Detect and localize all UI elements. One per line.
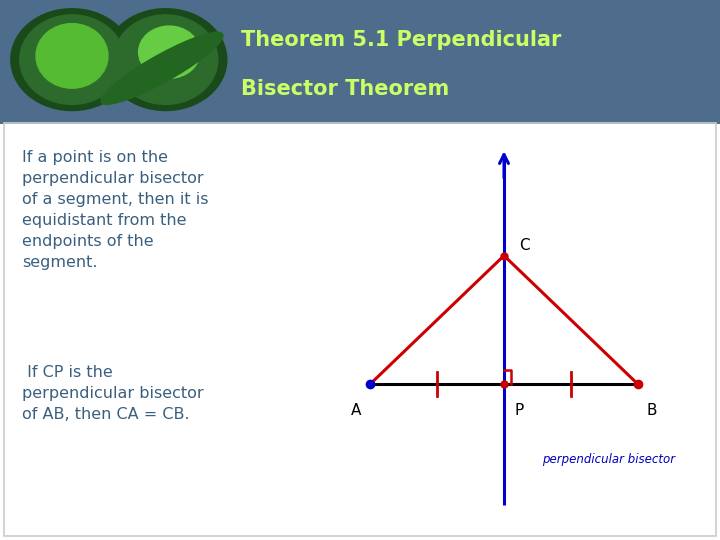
Text: perpendicular bisector: perpendicular bisector [541,453,675,466]
Text: A: A [351,403,361,418]
Text: Theorem 5.1 Perpendicular: Theorem 5.1 Perpendicular [241,30,562,50]
Ellipse shape [138,26,199,78]
Ellipse shape [11,9,133,111]
Ellipse shape [20,15,124,104]
Text: If a point is on the
perpendicular bisector
of a segment, then it is
equidistant: If a point is on the perpendicular bisec… [22,150,209,270]
Ellipse shape [114,15,217,104]
Ellipse shape [101,32,223,104]
Text: P: P [514,403,523,418]
Text: If CP is the
perpendicular bisector
of AB, then CA = CB.: If CP is the perpendicular bisector of A… [22,365,204,422]
Ellipse shape [36,24,108,88]
Text: Bisector Theorem: Bisector Theorem [241,79,449,99]
Ellipse shape [104,9,227,111]
Text: C: C [518,238,529,253]
Text: B: B [647,403,657,418]
